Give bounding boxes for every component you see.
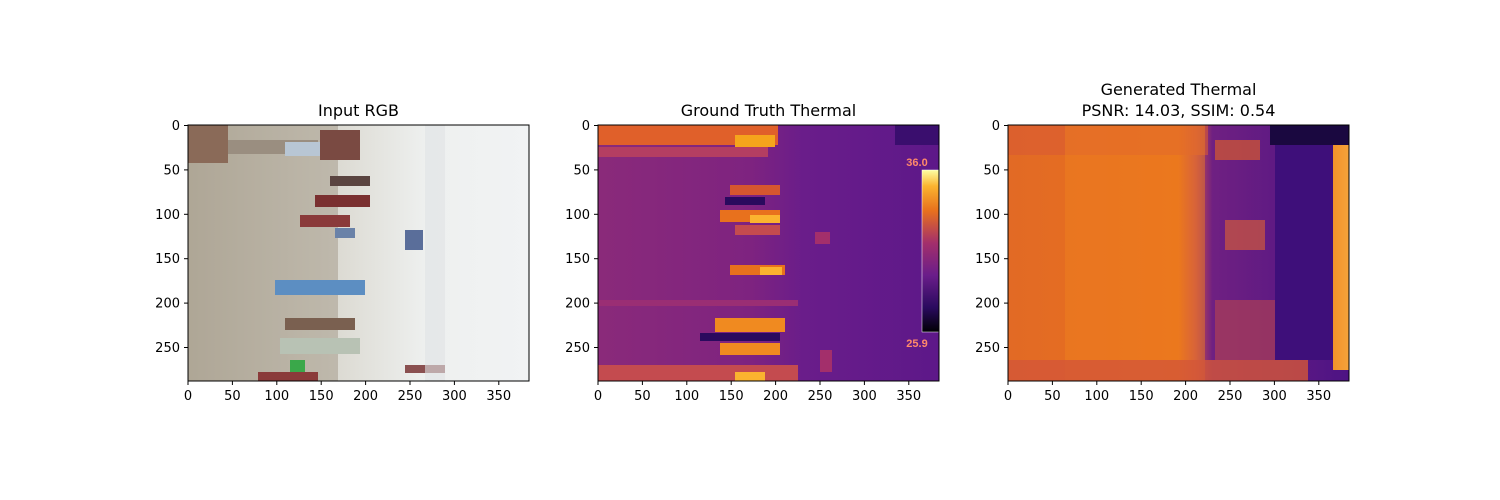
axis-ticks bbox=[184, 125, 500, 385]
y-tick-label: 0 bbox=[992, 119, 1000, 134]
y-tick-label: 200 bbox=[155, 297, 180, 312]
y-tick-label: 150 bbox=[155, 252, 180, 267]
colorbar-gradient bbox=[921, 169, 940, 333]
y-tick-label: 200 bbox=[565, 297, 590, 312]
y-tick-label: 100 bbox=[155, 208, 180, 223]
axes-frame bbox=[1007, 124, 1350, 382]
rgb-image bbox=[188, 125, 529, 381]
y-tick-label: 50 bbox=[163, 163, 180, 178]
x-tick-label: 200 bbox=[763, 389, 788, 404]
x-tick-label: 200 bbox=[353, 389, 378, 404]
x-tick-label: 150 bbox=[1129, 389, 1154, 404]
panel-subtitle: PSNR: 14.03, SSIM: 0.54 bbox=[1082, 101, 1276, 120]
y-tick-label: 150 bbox=[975, 252, 1000, 267]
x-tick-label: 300 bbox=[442, 389, 467, 404]
x-tick-label: 150 bbox=[309, 389, 334, 404]
y-tick-label: 200 bbox=[975, 297, 1000, 312]
colorbar-max-label: 36.0 bbox=[906, 157, 927, 169]
x-tick-label: 300 bbox=[852, 389, 877, 404]
y-tick-label: 0 bbox=[582, 119, 590, 134]
generated-heatmap bbox=[1008, 125, 1349, 381]
axes-frame bbox=[597, 124, 940, 382]
x-tick-labels: 0 50 100 150 200 250 300 350 bbox=[1004, 389, 1331, 404]
colorbar-min-label: 25.9 bbox=[906, 338, 927, 350]
axes-frame bbox=[187, 124, 530, 382]
y-tick-labels: 0 50 100 150 200 250 bbox=[975, 119, 1000, 356]
y-tick-labels: 0 50 100 150 200 250 bbox=[155, 119, 180, 356]
x-tick-label: 350 bbox=[1306, 389, 1331, 404]
y-tick-label: 50 bbox=[573, 163, 590, 178]
x-tick-label: 0 bbox=[184, 389, 192, 404]
x-tick-label: 50 bbox=[224, 389, 241, 404]
x-tick-label: 250 bbox=[1218, 389, 1243, 404]
x-tick-label: 50 bbox=[1044, 389, 1061, 404]
y-tick-label: 250 bbox=[155, 341, 180, 356]
panel-input-rgb: Input RGB bbox=[155, 101, 530, 404]
x-tick-labels: 0 50 100 150 200 250 300 350 bbox=[594, 389, 921, 404]
x-tick-label: 200 bbox=[1173, 389, 1198, 404]
panel-generated-thermal: Generated Thermal PSNR: 14.03, SSIM: 0.5… bbox=[975, 80, 1350, 404]
axis-ticks bbox=[1004, 125, 1320, 385]
y-tick-labels: 0 50 100 150 200 250 bbox=[565, 119, 590, 356]
x-tick-label: 350 bbox=[486, 389, 511, 404]
x-tick-label: 100 bbox=[1084, 389, 1109, 404]
x-tick-label: 350 bbox=[896, 389, 921, 404]
y-tick-label: 0 bbox=[172, 119, 180, 134]
y-tick-label: 250 bbox=[565, 341, 590, 356]
x-tick-label: 0 bbox=[1004, 389, 1012, 404]
y-tick-label: 50 bbox=[983, 163, 1000, 178]
y-tick-label: 250 bbox=[975, 341, 1000, 356]
x-tick-label: 150 bbox=[719, 389, 744, 404]
x-tick-label: 100 bbox=[674, 389, 699, 404]
x-tick-labels: 0 50 100 150 200 250 300 350 bbox=[184, 389, 511, 404]
y-tick-label: 100 bbox=[975, 208, 1000, 223]
panel-title: Ground Truth Thermal bbox=[681, 101, 856, 120]
ground-truth-heatmap bbox=[598, 125, 939, 381]
y-tick-label: 100 bbox=[565, 208, 590, 223]
panel-ground-truth-thermal: Ground Truth Thermal 36.0 bbox=[565, 101, 940, 404]
x-tick-label: 100 bbox=[264, 389, 289, 404]
panel-title: Input RGB bbox=[318, 101, 399, 120]
x-tick-label: 250 bbox=[398, 389, 423, 404]
panel-title: Generated Thermal bbox=[1101, 80, 1257, 99]
axis-ticks bbox=[594, 125, 910, 385]
embedded-colorbar: 36.0 25.9 bbox=[906, 157, 940, 350]
x-tick-label: 300 bbox=[1262, 389, 1287, 404]
x-tick-label: 50 bbox=[634, 389, 651, 404]
x-tick-label: 0 bbox=[594, 389, 602, 404]
y-tick-label: 150 bbox=[565, 252, 590, 267]
x-tick-label: 250 bbox=[808, 389, 833, 404]
